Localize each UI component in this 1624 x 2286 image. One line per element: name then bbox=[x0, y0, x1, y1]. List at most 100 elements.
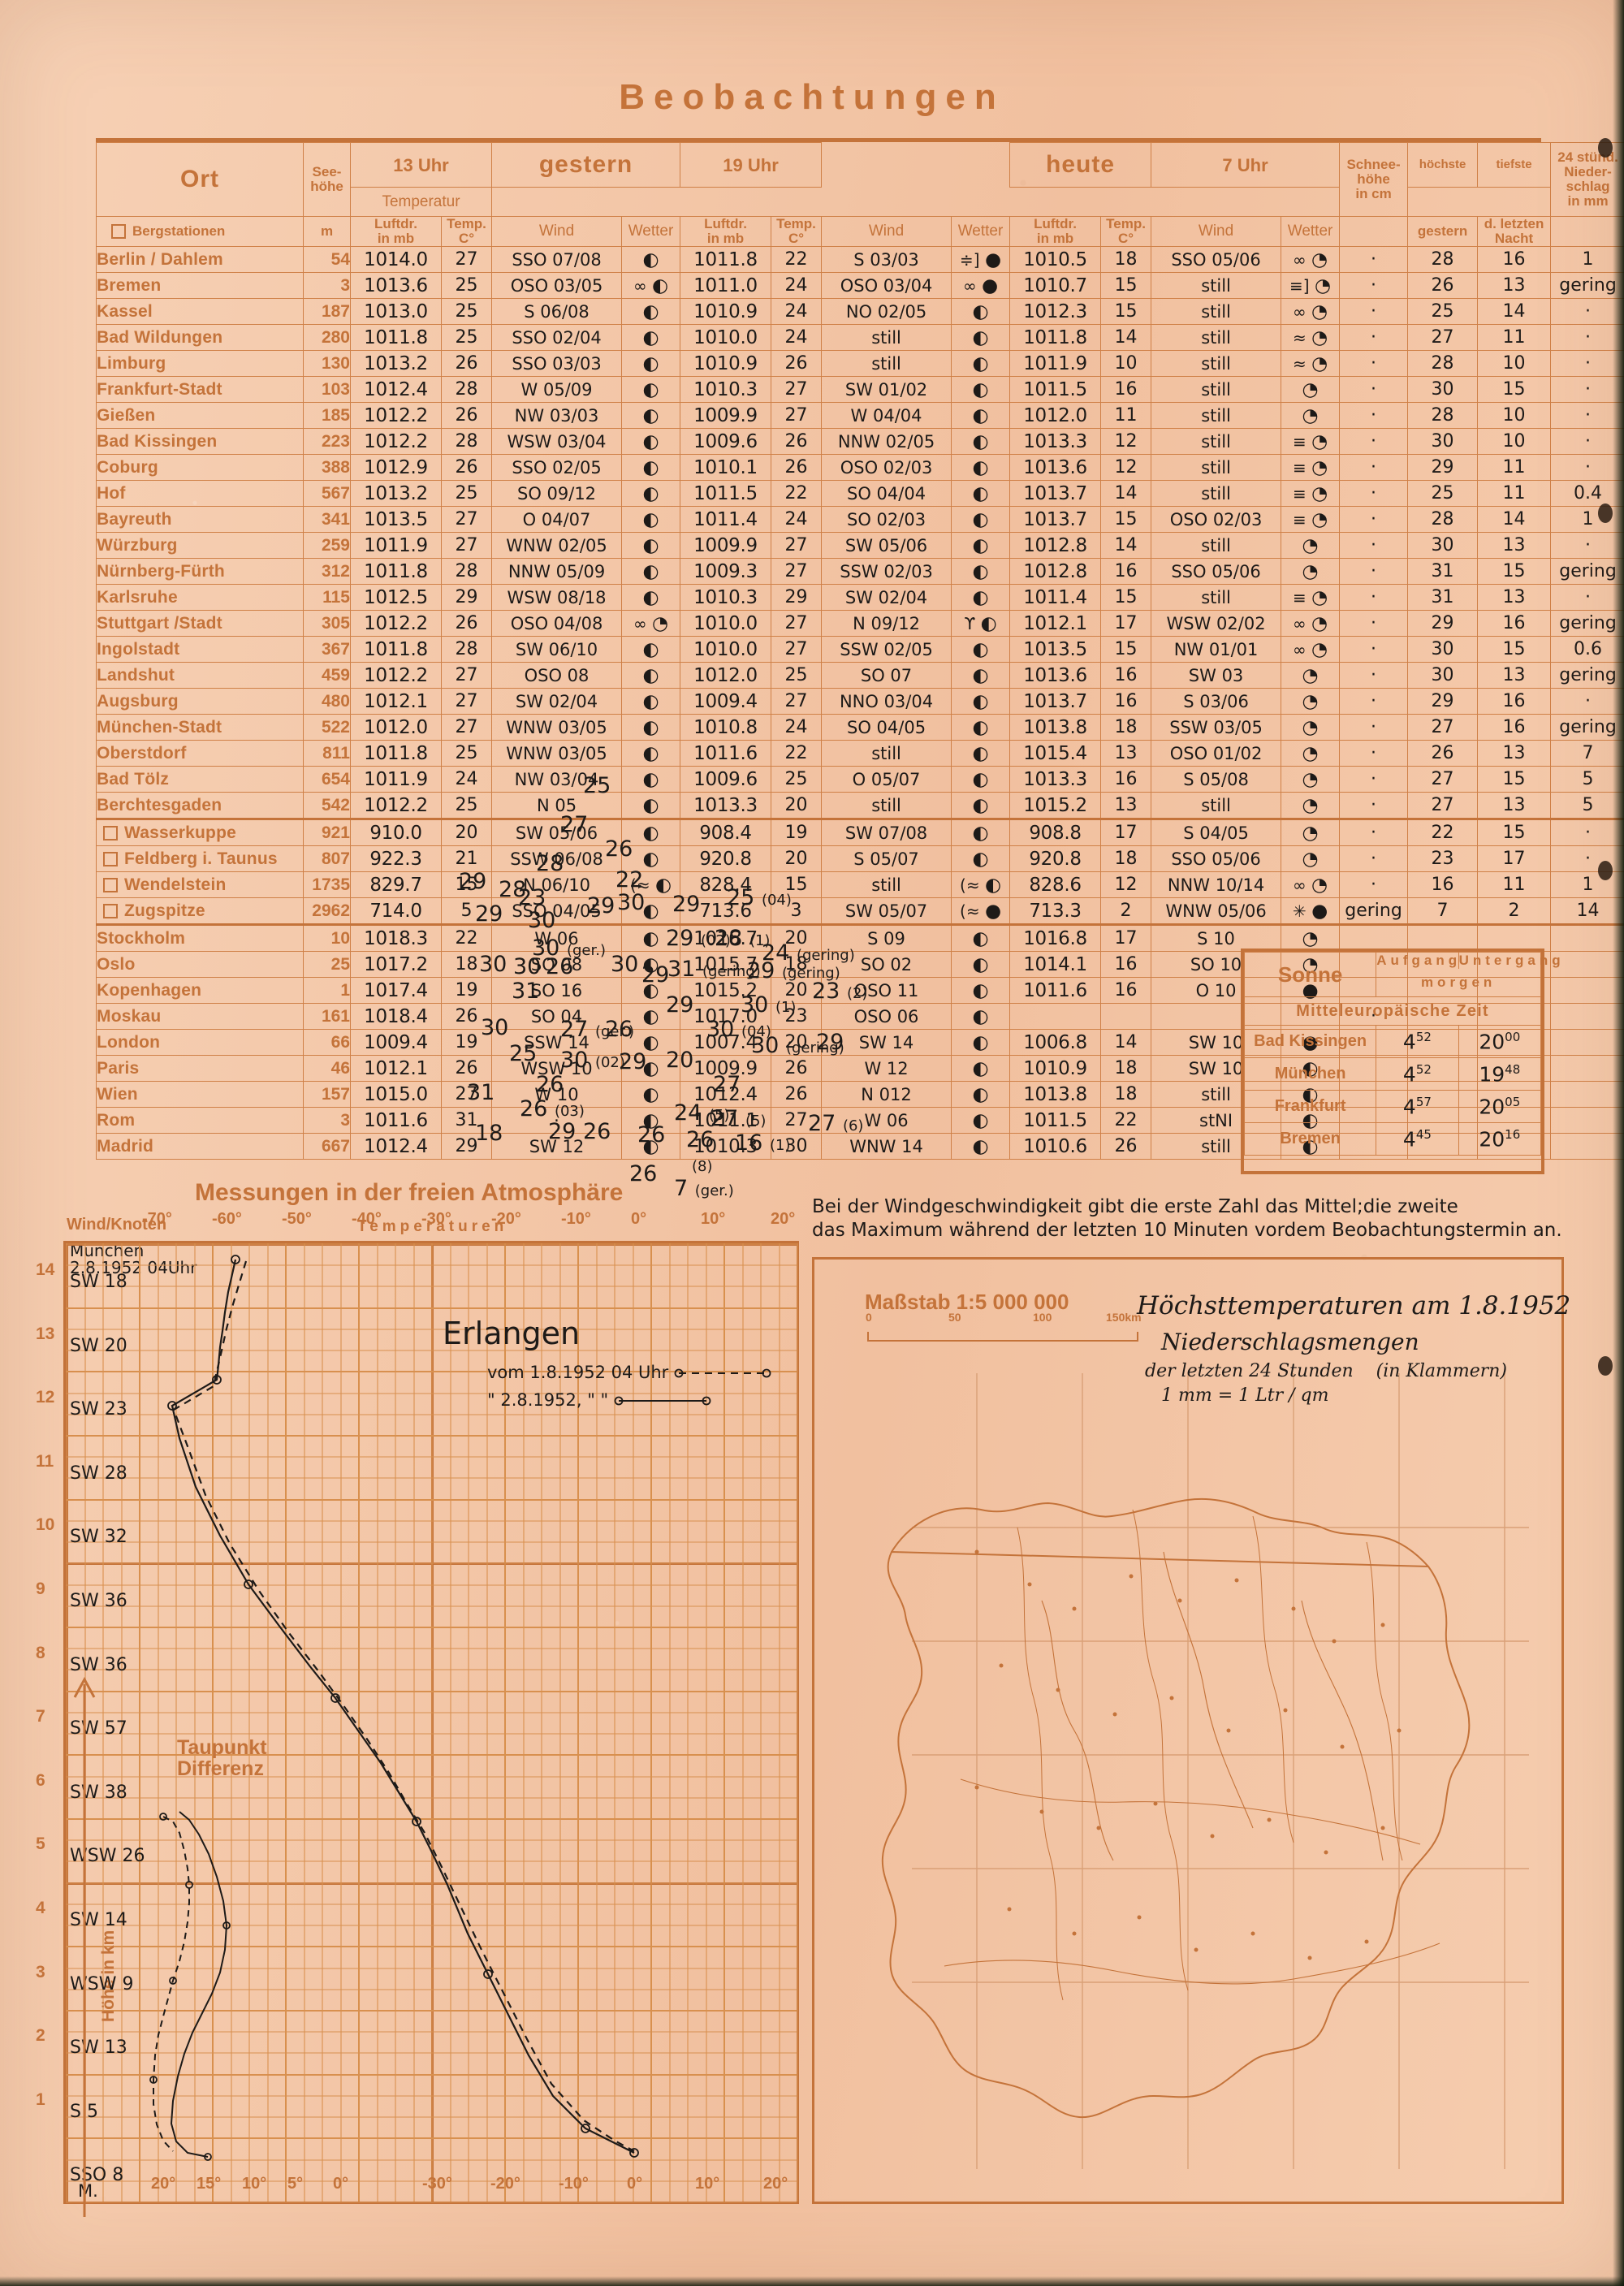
scan-edge-bottom bbox=[0, 2276, 1624, 2286]
aerology-vline-minor bbox=[760, 1243, 762, 2202]
weather-7: ∞ ◔ bbox=[1281, 246, 1341, 274]
station-elevation: 54 bbox=[303, 246, 351, 274]
wind-7: still bbox=[1151, 532, 1282, 560]
temp-max: 29 bbox=[1407, 610, 1479, 637]
pressure-7: 1011.8 bbox=[1009, 324, 1102, 352]
wind-13: WNW 02/05 bbox=[491, 532, 623, 560]
precipitation bbox=[1550, 977, 1624, 1005]
temp-max: 27 bbox=[1407, 324, 1479, 352]
table-row: Oberstdorf 811 1011.8 25 WNW 03/05 ◐ 1011.6 22 s… bbox=[96, 740, 1624, 767]
wind-19: SW 05/06 bbox=[821, 532, 952, 560]
pressure-7: 1012.8 bbox=[1009, 558, 1102, 586]
pressure-7: 1015.4 bbox=[1009, 740, 1102, 767]
station-name: Hof bbox=[96, 480, 304, 508]
weather-13: ◐ bbox=[621, 584, 681, 611]
pressure-7: 920.8 bbox=[1009, 845, 1102, 873]
pressure-13: 1012.4 bbox=[350, 376, 442, 404]
pressure-7: 1011.9 bbox=[1009, 350, 1102, 378]
weather-13: ◐ bbox=[621, 977, 681, 1005]
wind-7: still bbox=[1151, 376, 1282, 404]
table-row: Gießen 185 1012.2 26 NW 03/03 ◐ 1009.9 27 W 04/0… bbox=[96, 402, 1624, 430]
station-name: Oberstdorf bbox=[96, 740, 304, 767]
weather-13: ∞ ◔ bbox=[621, 610, 681, 637]
table-row: Kassel 187 1013.0 25 S 06/08 ◐ 1010.9 24 NO 02/0… bbox=[96, 298, 1624, 326]
aerology-hline-minor bbox=[66, 2180, 797, 2182]
temp-19: 20 bbox=[771, 923, 823, 953]
aerology-hline-minor bbox=[66, 1796, 797, 1799]
station-name: Bayreuth bbox=[96, 506, 304, 534]
wind-13: · bbox=[491, 1107, 623, 1134]
temp-19: 26 bbox=[771, 1055, 823, 1083]
pressure-19: 1011.4 bbox=[680, 506, 772, 534]
weather-7: ≡] ◔ bbox=[1281, 272, 1341, 300]
map-station-value: 28 bbox=[499, 877, 527, 902]
temp-7: 17 bbox=[1100, 923, 1152, 953]
snow-height: · bbox=[1339, 480, 1409, 508]
temp-19: 18 bbox=[771, 951, 823, 979]
map-station-value: 29 bbox=[459, 869, 487, 894]
aerology-hline-minor bbox=[66, 1988, 797, 1990]
snow-height: · bbox=[1339, 818, 1409, 847]
weather-13: ◐ bbox=[621, 923, 681, 953]
station-name: Zugspitze bbox=[96, 897, 304, 926]
header-wind-13: Wind bbox=[491, 216, 623, 248]
aerology-hline-minor bbox=[66, 1562, 797, 1565]
aerology-hline-minor bbox=[66, 1605, 797, 1607]
temp-7: 16 bbox=[1100, 376, 1152, 404]
weather-13: ◐ bbox=[621, 740, 681, 767]
aerology-hline-minor bbox=[66, 1733, 797, 1735]
table-row: Würzburg 259 1011.9 27 WNW 02/05 ◐ 1009.9 27 SW … bbox=[96, 532, 1624, 560]
temp-min: 16 bbox=[1477, 610, 1552, 637]
table-row: Berchtesgaden 542 1012.2 25 N 05 ◐ 1013.3 20 sti… bbox=[96, 792, 1624, 820]
pressure-7 bbox=[1009, 1003, 1102, 1031]
precipitation bbox=[1550, 1107, 1624, 1134]
station-name: Kassel bbox=[96, 298, 304, 326]
station-name: München-Stadt bbox=[96, 714, 304, 741]
precipitation: · bbox=[1550, 454, 1624, 482]
temp-7: 16 bbox=[1100, 766, 1152, 793]
wind-19: O 05/07 bbox=[821, 766, 952, 793]
sonne-sunset: 2016 bbox=[1458, 1122, 1542, 1156]
map-station-value: 26 bbox=[637, 1122, 666, 1147]
pressure-19: 1011.8 bbox=[680, 246, 772, 274]
pressure-7: 1013.5 bbox=[1009, 636, 1102, 663]
aerology-ytick: 13 bbox=[36, 1324, 55, 1343]
sonne-morgen-row: morgen bbox=[1245, 969, 1541, 997]
map-station-value: 28 (1) bbox=[715, 926, 771, 951]
map-station-value: 30 (gering) bbox=[751, 1033, 844, 1058]
aerology-wind-value: SSO 8 bbox=[70, 2165, 124, 2186]
temp-min: 13 bbox=[1477, 584, 1552, 611]
sonne-body: Bad Kissingen 452 2000 München 452 1948 Frankf… bbox=[1243, 1025, 1542, 1156]
weather-13: ◐ bbox=[621, 636, 681, 663]
temp-7: 18 bbox=[1100, 714, 1152, 741]
temp-13: 28 bbox=[440, 376, 493, 404]
temp-min: 17 bbox=[1477, 845, 1552, 873]
weather-13: ◐ bbox=[621, 766, 681, 793]
station-elevation: 187 bbox=[303, 298, 351, 326]
wind-speed-note: Bei der Windgeschwindigkeit gibt die ers… bbox=[812, 1196, 1562, 1241]
pressure-7: 1011.4 bbox=[1009, 584, 1102, 611]
temp-min: 10 bbox=[1477, 350, 1552, 378]
snow-height: · bbox=[1339, 584, 1409, 611]
wind-13: SSO 07/08 bbox=[491, 246, 623, 274]
wind-13: NW 03/04 bbox=[491, 766, 623, 793]
temp-7: 18 bbox=[1100, 1081, 1152, 1108]
sonne-row: Bremen 445 2016 bbox=[1243, 1122, 1542, 1156]
temp-7: 15 bbox=[1100, 584, 1152, 611]
temp-19: 24 bbox=[771, 506, 823, 534]
station-name: Berlin / Dahlem bbox=[96, 246, 304, 274]
aerology-vline-minor bbox=[248, 1243, 250, 2202]
map-station-value: 26 bbox=[605, 1017, 633, 1042]
aerology-vline-minor bbox=[303, 1243, 305, 2202]
temp-min bbox=[1477, 923, 1552, 953]
aerology-chart bbox=[63, 1241, 799, 2204]
weather-7: ∞ ◔ bbox=[1281, 871, 1341, 899]
table-row: Stuttgart /Stadt 305 1012.2 26 OSO 04/08 ∞ ◔ 1… bbox=[96, 610, 1624, 637]
wind-7: S 05/08 bbox=[1151, 766, 1282, 793]
temp-7: 26 bbox=[1100, 1133, 1152, 1160]
temp-19: 27 bbox=[771, 402, 823, 430]
station-elevation: 522 bbox=[303, 714, 351, 741]
weather-19: ◐ bbox=[951, 951, 1011, 979]
weather-13: ◐ bbox=[621, 324, 681, 352]
map-station-value: 29 bbox=[475, 901, 503, 927]
